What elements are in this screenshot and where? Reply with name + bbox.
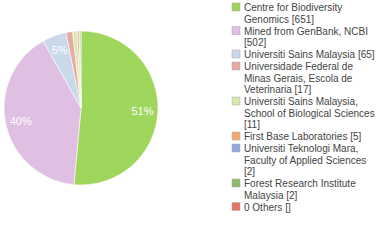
pie-slice [73, 31, 81, 108]
legend-swatch [232, 144, 240, 152]
pie-slice [74, 31, 158, 185]
legend-swatch [232, 203, 240, 211]
legend-label: 0 Others [] [244, 202, 291, 213]
legend: Centre for BiodiversityGenomics [651]Min… [232, 2, 375, 213]
legend-swatch [232, 27, 240, 35]
data-label: 5% [52, 44, 68, 56]
legend-swatch [232, 3, 240, 11]
pie-slice [80, 31, 82, 108]
legend-swatch [232, 62, 240, 70]
legend-label: Mined from GenBank, NCBI[502] [244, 26, 368, 49]
data-label: 40% [10, 115, 32, 127]
legend-label: Universidade Federal deMinas Gerais, Esc… [244, 61, 353, 95]
pie-slice [81, 31, 82, 108]
legend-label: Universiti Sains Malaysia,School of Biol… [244, 96, 375, 130]
legend-swatch [232, 179, 240, 187]
pie-slice [66, 31, 81, 108]
legend-swatch [232, 132, 240, 140]
legend-swatch [232, 97, 240, 105]
data-label: 51% [132, 105, 154, 117]
slices [4, 31, 158, 185]
legend-label: Universiti Sains Malaysia [65] [244, 49, 375, 60]
legend-swatch [232, 50, 240, 58]
legend-label: Universiti Teknologi Mara,Faculty of App… [244, 143, 366, 177]
pie-slice [79, 31, 81, 108]
legend-label: First Base Laboratories [5] [244, 131, 361, 142]
data-labels: 51% 40% 5% [10, 44, 154, 127]
chart: 51% 40% 5% Centre for BiodiversityGenomics … [0, 0, 380, 240]
legend-label: Centre for BiodiversityGenomics [651] [244, 2, 342, 25]
legend-label: Forest Research InstituteMalaysia [2] [244, 178, 356, 201]
pie-slice [77, 31, 81, 108]
